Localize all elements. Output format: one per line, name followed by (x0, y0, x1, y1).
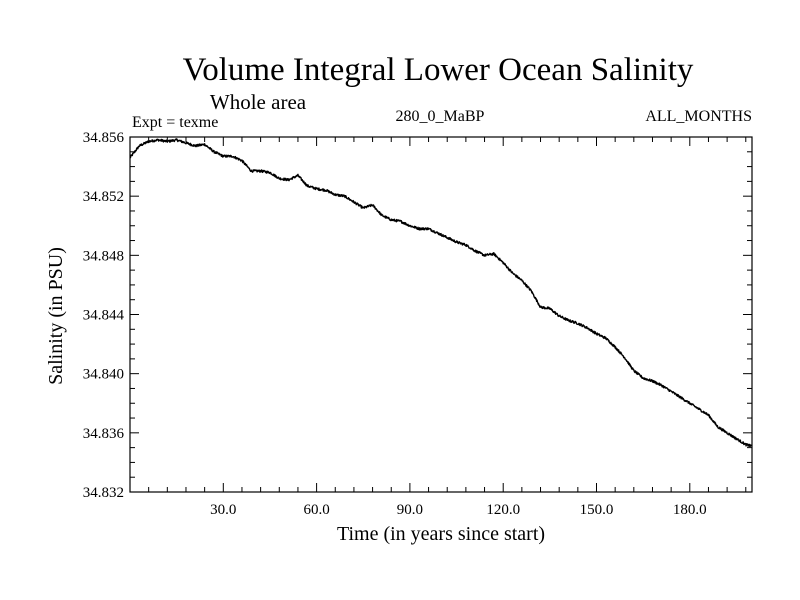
y-tick-label: 34.832 (83, 485, 124, 501)
x-axis-label: Time (in years since start) (337, 523, 545, 545)
x-tick-label: 180.0 (673, 502, 707, 518)
x-tick-label: 30.0 (210, 502, 236, 518)
x-axis-ticks: 30.0 60.0 90.0 120.0 150.0 180.0 (148, 137, 747, 518)
y-tick-label: 34.852 (83, 189, 124, 205)
y-tick-label: 34.848 (83, 248, 124, 264)
salinity-series-line (129, 138, 753, 448)
y-axis-label: Salinity (in PSU) (45, 247, 67, 385)
period-label: 280_0_MaBP (396, 108, 485, 125)
y-axis-ticks: 34.832 34.836 34.840 34.844 34.848 34.852 34.8… (83, 130, 752, 501)
y-tick-label: 34.856 (83, 130, 125, 146)
experiment-label: Expt = texme (132, 114, 218, 131)
y-tick-label: 34.844 (83, 308, 125, 324)
chart-subtitle: Whole area (210, 90, 307, 114)
x-tick-label: 150.0 (580, 502, 614, 518)
plot-frame (129, 136, 753, 493)
chart-title: Volume Integral Lower Ocean Salinity (183, 52, 694, 88)
y-tick-label: 34.840 (83, 367, 124, 383)
x-tick-label: 60.0 (303, 502, 329, 518)
months-label: ALL_MONTHS (645, 108, 752, 125)
x-tick-label: 120.0 (486, 502, 520, 518)
y-tick-label: 34.836 (83, 426, 125, 442)
x-tick-label: 90.0 (397, 502, 423, 518)
